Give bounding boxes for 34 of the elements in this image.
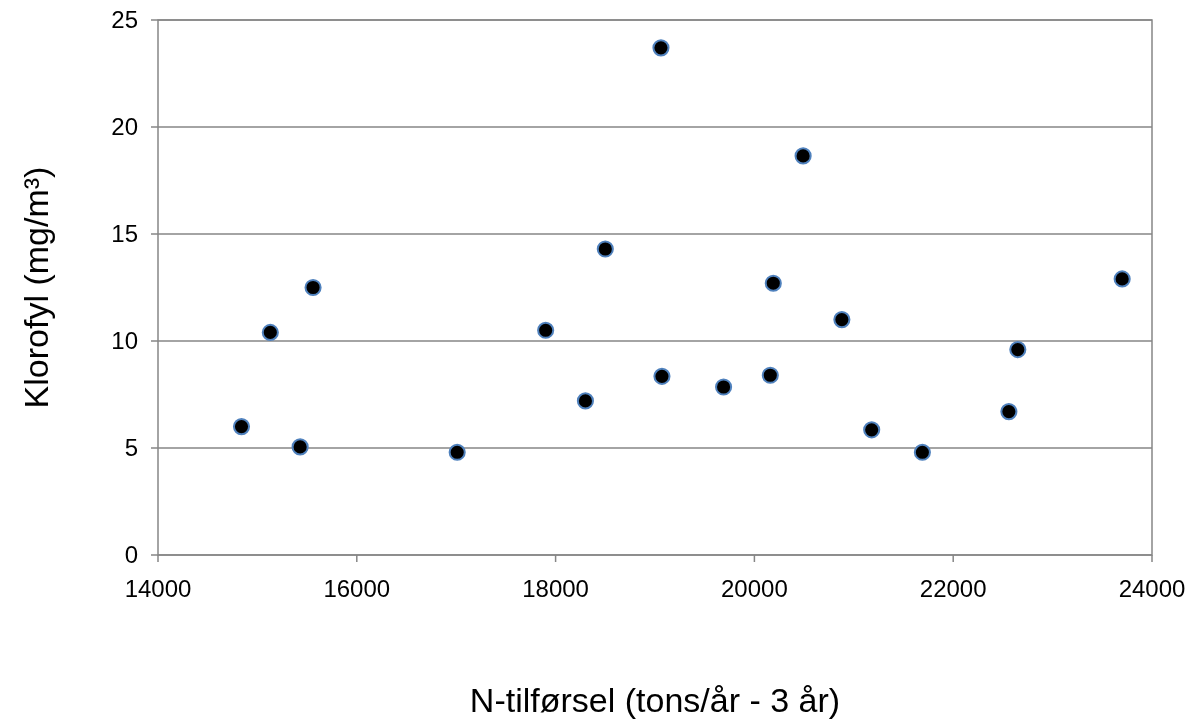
point — [291, 438, 309, 456]
point — [653, 367, 671, 385]
point — [863, 421, 881, 439]
y-axis-title: Klorofyl (mg/m³) — [17, 166, 55, 409]
x-tick-label: 16000 — [323, 575, 391, 602]
point — [1000, 403, 1018, 421]
x-tick-label: 18000 — [522, 575, 589, 602]
x-axis-title: N-tilførsel (tons/år - 3 år) — [469, 681, 841, 719]
point — [261, 323, 279, 341]
point — [304, 278, 322, 297]
x-tick-label: 14000 — [124, 575, 192, 602]
y-tick-label: 0 — [124, 541, 138, 569]
x-tick-label: 24000 — [1118, 575, 1186, 602]
y-tick-label: 15 — [111, 220, 138, 248]
point — [596, 240, 614, 258]
y-tick-label: 10 — [111, 327, 138, 355]
point — [761, 366, 779, 384]
y-tick-label: 5 — [124, 434, 138, 462]
point — [794, 147, 812, 165]
point — [537, 321, 555, 339]
y-tick-label: 20 — [111, 113, 138, 141]
point — [1009, 341, 1027, 359]
point — [652, 39, 670, 57]
point — [715, 378, 733, 396]
point — [764, 274, 782, 292]
point — [576, 392, 594, 410]
point — [833, 311, 851, 329]
y-tick-label: 25 — [111, 6, 138, 34]
point — [913, 443, 931, 461]
x-tick-label: 20000 — [721, 575, 788, 602]
x-tick-label: 22000 — [919, 575, 987, 602]
point — [1113, 270, 1131, 288]
point — [232, 418, 251, 436]
point — [448, 443, 466, 461]
